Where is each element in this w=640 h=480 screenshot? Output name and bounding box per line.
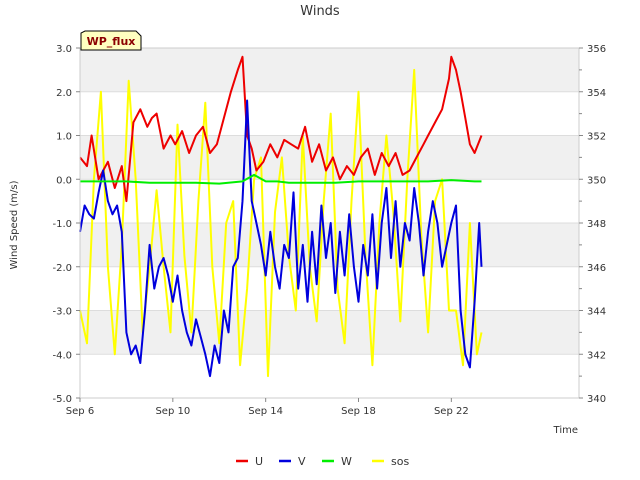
plot-band: [80, 135, 579, 180]
legend-item-u: U: [236, 455, 263, 468]
y2-tick-label: 356: [587, 44, 606, 55]
y-axis-label: Wind Speed (m/s): [9, 180, 20, 269]
y-tick-label: -2.0: [52, 263, 72, 274]
x-tick-label: Sep 6: [66, 406, 94, 417]
y2-tick-label: 342: [587, 350, 606, 361]
legend-label: U: [255, 455, 263, 468]
right-axis: 356 354 352 350 348 346 344 342 340: [579, 44, 606, 405]
x-tick-label: Sep 10: [155, 406, 190, 417]
series-line-u: [79, 55, 483, 203]
plot-band: [80, 48, 579, 92]
y-tick-label: 3.0: [56, 44, 72, 55]
left-axis: 3.0 2.0 1.0 0.0 -1.0 -2.0 -3.0 -4.0 -5.0: [52, 44, 80, 405]
y2-tick-label: 352: [587, 132, 606, 143]
chart-title: Winds: [300, 4, 340, 19]
site-label-box: [80, 30, 142, 51]
series-line-w: [80, 173, 482, 185]
legend-label: W: [341, 455, 352, 468]
legend-item-w: W: [322, 455, 352, 468]
legend-item-v: V: [279, 455, 306, 468]
y-tick-label: 2.0: [56, 88, 72, 99]
y-tick-label: -4.0: [52, 350, 72, 361]
site-label-text: WP_flux: [87, 35, 136, 48]
y-tick-label: 0.0: [56, 175, 72, 186]
x-tick-label: Sep 22: [434, 406, 469, 417]
y2-tick-label: 350: [587, 175, 606, 186]
y2-tick-label: 354: [587, 88, 606, 99]
y-tick-label: -3.0: [52, 307, 72, 318]
y-tick-label: 1.0: [56, 132, 72, 143]
site-label-badge: WP_flux: [80, 30, 142, 51]
legend-label: sos: [391, 455, 409, 468]
legend-label: V: [298, 455, 306, 468]
x-tick-label: Sep 14: [248, 406, 283, 417]
x-tick-label: Sep 18: [341, 406, 376, 417]
x-axis: Sep 6 Sep 10 Sep 14 Sep 18 Sep 22: [66, 398, 469, 417]
series-layer: [79, 55, 483, 378]
y-tick-label: -5.0: [52, 394, 72, 405]
y2-tick-label: 348: [587, 219, 606, 230]
y-tick-label: -1.0: [52, 219, 72, 230]
x-axis-label: Time: [553, 425, 578, 436]
series-line-v: [79, 99, 483, 378]
y2-tick-label: 346: [587, 263, 606, 274]
legend-item-sos: sos: [372, 455, 409, 468]
y2-tick-label: 344: [587, 307, 606, 318]
y2-tick-label: 340: [587, 394, 606, 405]
plot-band: [80, 310, 579, 355]
